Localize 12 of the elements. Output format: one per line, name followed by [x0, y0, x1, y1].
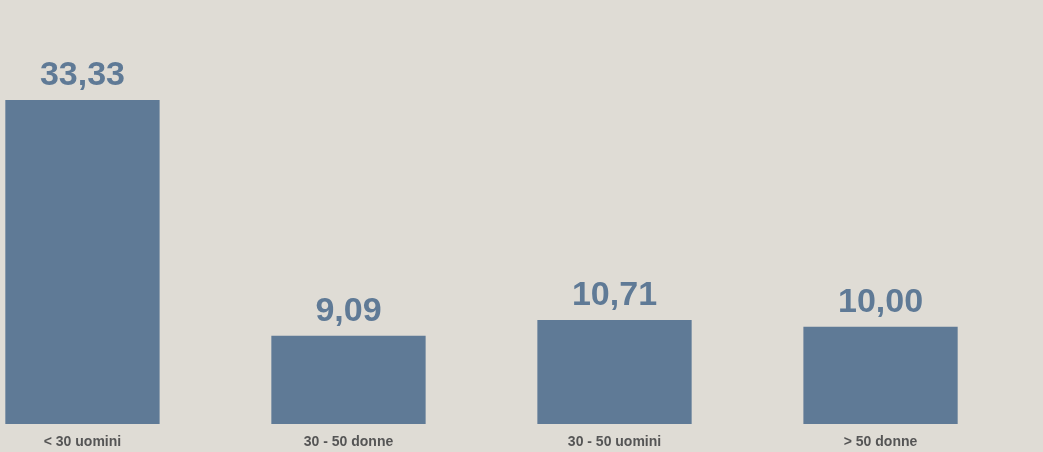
bar: [537, 319, 692, 424]
x-tick-label: > 50 donne: [843, 432, 918, 449]
data-label: 10,00: [837, 280, 924, 319]
bar: [271, 335, 426, 424]
x-tick-label: < 30 uomini: [43, 432, 122, 449]
data-label: 9,09: [315, 289, 382, 328]
x-tick-label: 30 - 50 uomini: [567, 432, 662, 449]
x-tick-label: 30 - 50 donne: [303, 432, 394, 449]
data-label: 33,33: [39, 54, 126, 92]
bar: [5, 100, 160, 424]
bar: [803, 326, 958, 424]
data-label: 10,71: [571, 273, 658, 312]
